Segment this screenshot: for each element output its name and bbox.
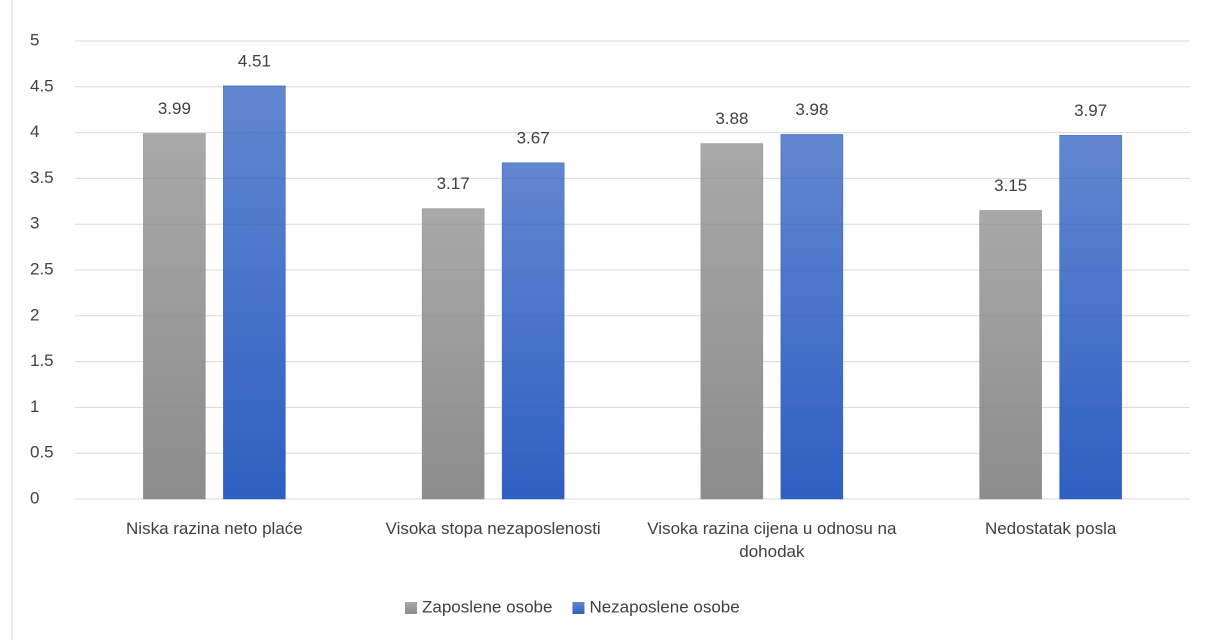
x-tick-label: Visoka razina cijena u odnosu na dohodak: [647, 519, 897, 561]
bar: [780, 134, 844, 500]
y-tick-label: 2.5: [30, 259, 54, 278]
bar: [143, 133, 206, 500]
legend-label: Nezaposlene osobe: [589, 597, 739, 616]
bar: [700, 143, 764, 500]
bar: [979, 210, 1042, 500]
data-label: 3.17: [437, 174, 470, 193]
data-label: 3.15: [994, 176, 1027, 195]
x-tick-label: Visoka stopa nezaposlenosti: [385, 519, 601, 538]
y-tick-label: 0: [30, 488, 39, 507]
legend-label: Zaposlene osobe: [422, 597, 552, 616]
legend-swatch: [572, 602, 585, 614]
data-label: 3.67: [517, 128, 550, 147]
legend-swatch: [405, 602, 417, 614]
y-tick-label: 2: [30, 305, 39, 324]
y-tick-label: 1.5: [30, 351, 54, 370]
y-tick-label: 4: [30, 122, 39, 141]
bar: [223, 85, 286, 500]
y-tick-label: 1: [30, 397, 39, 416]
data-label: 4.51: [238, 51, 271, 70]
y-tick-label: 3.5: [30, 168, 54, 187]
data-label: 3.99: [158, 99, 191, 118]
data-label: 3.88: [715, 109, 748, 128]
x-tick-label: Nedostatak posla: [984, 519, 1117, 538]
data-label: 3.98: [795, 100, 828, 119]
bar: [1059, 135, 1122, 500]
y-tick-label: 0.5: [30, 443, 54, 462]
y-tick-label: 5: [30, 30, 39, 49]
data-label: 3.97: [1074, 101, 1107, 120]
y-tick-label: 3: [30, 214, 39, 233]
x-tick-label: Niska razina neto plaće: [126, 519, 303, 538]
y-tick-label: 4.5: [30, 76, 54, 95]
bar: [421, 208, 485, 500]
bar: [501, 162, 565, 500]
